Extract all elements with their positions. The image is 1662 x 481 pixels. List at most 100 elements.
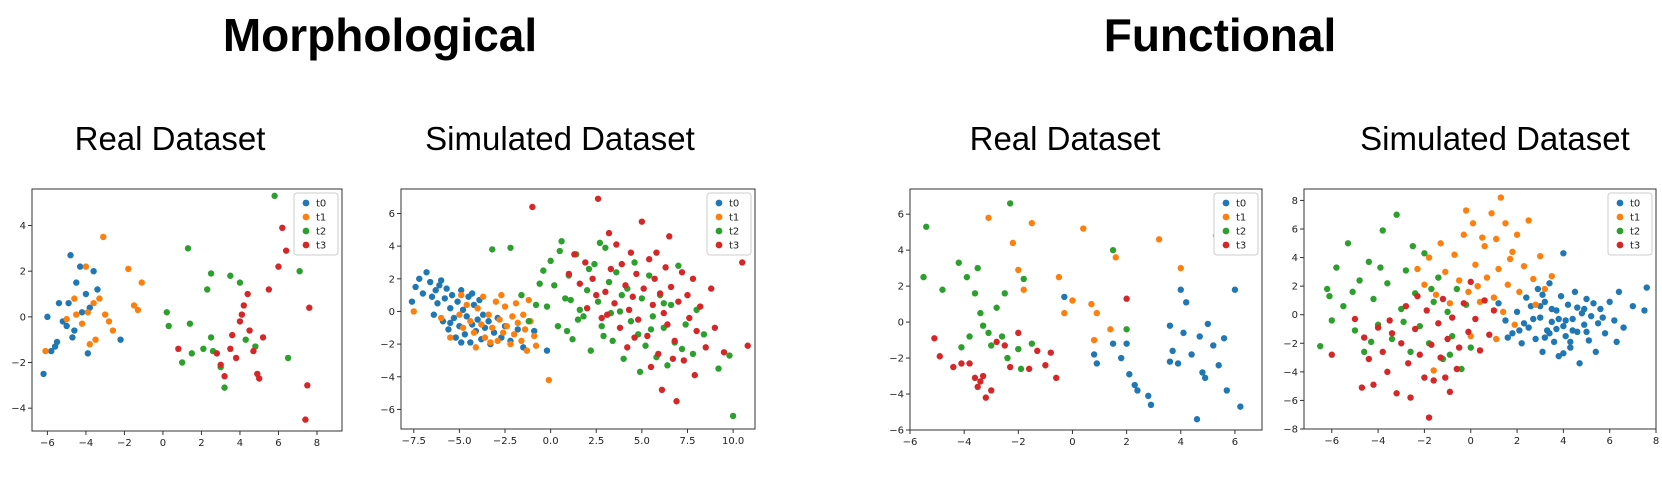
point-t0 — [458, 339, 465, 346]
point-t3 — [304, 382, 311, 389]
point-t1 — [509, 313, 516, 320]
point-t0 — [90, 267, 97, 275]
point-t3 — [693, 327, 700, 335]
point-t2 — [613, 269, 620, 276]
point-t0 — [1180, 329, 1187, 337]
point-t1 — [507, 340, 514, 348]
point-t1 — [90, 299, 97, 307]
x-tick-label: −6 — [903, 437, 918, 448]
point-t3 — [302, 416, 309, 423]
point-t0 — [1126, 371, 1133, 378]
point-t1 — [96, 295, 103, 302]
point-t2 — [620, 355, 627, 362]
point-t3 — [739, 259, 746, 266]
point-t0 — [1615, 288, 1623, 296]
point-t3 — [708, 285, 715, 292]
point-t3 — [250, 347, 257, 355]
point-t3 — [1398, 340, 1405, 347]
point-t1 — [501, 303, 509, 310]
point-t2 — [227, 272, 234, 279]
point-t1 — [525, 296, 532, 304]
point-t1 — [496, 316, 503, 323]
point-t1 — [1080, 225, 1087, 232]
point-t0 — [1518, 340, 1525, 347]
point-t1 — [1465, 288, 1472, 296]
point-t1 — [512, 300, 520, 307]
point-t1 — [1455, 277, 1463, 284]
legend-marker-t1 — [715, 213, 723, 221]
point-t0 — [1620, 324, 1627, 331]
point-t1 — [1414, 265, 1421, 273]
point-t0 — [416, 275, 423, 282]
y-tick-label: −2 — [380, 340, 395, 351]
point-t2 — [1416, 322, 1423, 330]
point-t0 — [1177, 286, 1184, 293]
legend-marker-t2 — [1222, 227, 1230, 235]
point-t3 — [629, 293, 636, 300]
point-t1 — [1090, 336, 1098, 344]
point-t2 — [563, 327, 571, 335]
point-t1 — [499, 329, 507, 336]
point-t0 — [1562, 317, 1569, 324]
point-t0 — [94, 286, 101, 293]
point-t3 — [582, 259, 589, 266]
point-t2 — [569, 336, 576, 343]
chart-morph-simulated: −7.5 −5.0 −2.5 0.0 2.5 5.0 7.5 10.0 −6 −4 −2 0 2 4 6 t0… — [380, 188, 756, 447]
point-t3 — [977, 378, 984, 385]
point-t3 — [660, 309, 667, 317]
point-t3 — [982, 394, 990, 401]
point-t1 — [1088, 300, 1095, 308]
point-t0 — [1532, 335, 1539, 343]
point-t3 — [282, 247, 290, 254]
point-t2 — [649, 313, 657, 320]
point-t3 — [988, 387, 995, 394]
x-tick-label: −4 — [957, 437, 972, 448]
point-t3 — [1328, 351, 1335, 358]
point-t2 — [609, 337, 616, 345]
point-t0 — [1539, 348, 1546, 356]
x-tick-label: 0.0 — [543, 436, 559, 447]
point-t0 — [1123, 340, 1130, 347]
point-t1 — [1069, 297, 1076, 304]
point-t1 — [71, 295, 78, 302]
x-tick-label: −2.5 — [493, 436, 517, 447]
point-t0 — [1188, 351, 1195, 358]
x-tick-label: 7.5 — [680, 436, 696, 447]
point-t2 — [585, 265, 593, 273]
legend-marker-t0 — [1222, 199, 1230, 207]
point-t0 — [448, 291, 456, 299]
point-t3 — [1379, 348, 1386, 356]
panel-title-func-real: Real Dataset — [969, 120, 1161, 157]
point-t1 — [520, 311, 527, 318]
point-t1 — [1462, 207, 1470, 214]
point-t3 — [244, 290, 251, 298]
point-t3 — [1411, 325, 1419, 333]
point-t2 — [923, 223, 930, 230]
point-t1 — [1541, 285, 1549, 293]
point-t3 — [645, 256, 653, 263]
point-t1 — [42, 347, 49, 355]
point-t1 — [1432, 291, 1440, 298]
point-t1 — [1020, 286, 1027, 293]
panel-title-morph-simulated: Simulated Dataset — [425, 120, 695, 157]
y-tick-label: 4 — [389, 242, 395, 253]
point-t3 — [640, 285, 647, 292]
legend-marker-t3 — [1222, 241, 1230, 249]
x-tick-label: −2 — [117, 438, 132, 449]
point-t3 — [1467, 278, 1474, 286]
point-t3 — [1386, 317, 1393, 324]
point-t1 — [474, 304, 481, 312]
legend-label-t1: t1 — [729, 213, 739, 224]
point-t3 — [1476, 347, 1484, 354]
legend-label-t3: t3 — [1236, 241, 1246, 252]
point-t0 — [1145, 392, 1152, 400]
point-t3 — [589, 275, 596, 282]
point-t2 — [979, 322, 987, 329]
legend-marker-t0 — [302, 199, 310, 207]
point-t3 — [667, 283, 675, 291]
point-t2 — [638, 295, 646, 302]
point-t2 — [682, 321, 689, 328]
point-t0 — [1210, 342, 1217, 349]
point-t0 — [1530, 315, 1537, 323]
point-t2 — [647, 326, 655, 333]
